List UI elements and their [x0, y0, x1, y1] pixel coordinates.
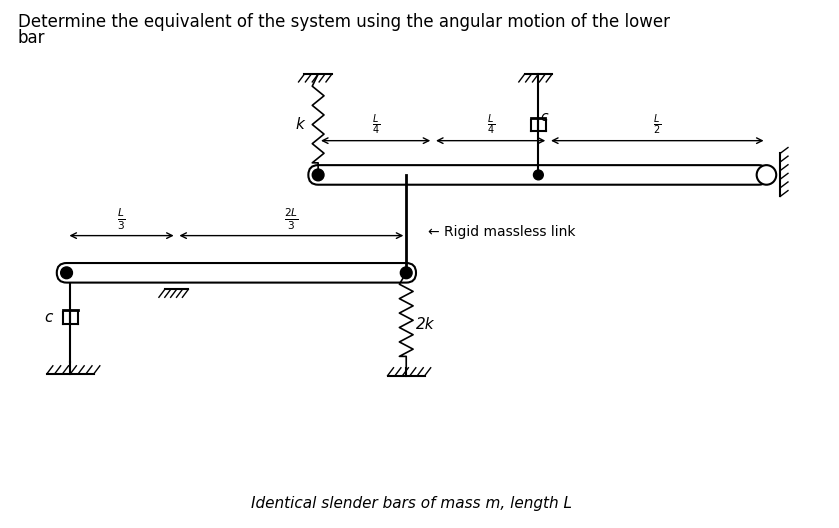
FancyBboxPatch shape — [309, 165, 769, 185]
Text: $\frac{L}{4}$: $\frac{L}{4}$ — [372, 112, 380, 137]
Text: Determine the equivalent of the system using the angular motion of the lower: Determine the equivalent of the system u… — [18, 13, 670, 31]
Text: c: c — [540, 110, 548, 124]
Text: ← Rigid massless link: ← Rigid massless link — [428, 225, 576, 239]
Text: c: c — [44, 310, 53, 325]
Text: $\frac{L}{2}$: $\frac{L}{2}$ — [654, 112, 661, 137]
Text: Identical slender bars of mass m, length L: Identical slender bars of mass m, length… — [251, 496, 571, 511]
Text: bar: bar — [18, 29, 45, 47]
Circle shape — [312, 169, 324, 181]
Circle shape — [400, 267, 412, 279]
Circle shape — [534, 170, 544, 180]
Text: 2k: 2k — [416, 317, 435, 332]
Text: k: k — [295, 117, 305, 132]
FancyBboxPatch shape — [57, 263, 416, 282]
Circle shape — [60, 267, 72, 279]
Text: $\frac{L}{4}$: $\frac{L}{4}$ — [487, 112, 495, 137]
Text: $\frac{2L}{3}$: $\frac{2L}{3}$ — [284, 206, 299, 232]
Circle shape — [757, 165, 776, 185]
Text: $\frac{L}{3}$: $\frac{L}{3}$ — [117, 206, 126, 232]
